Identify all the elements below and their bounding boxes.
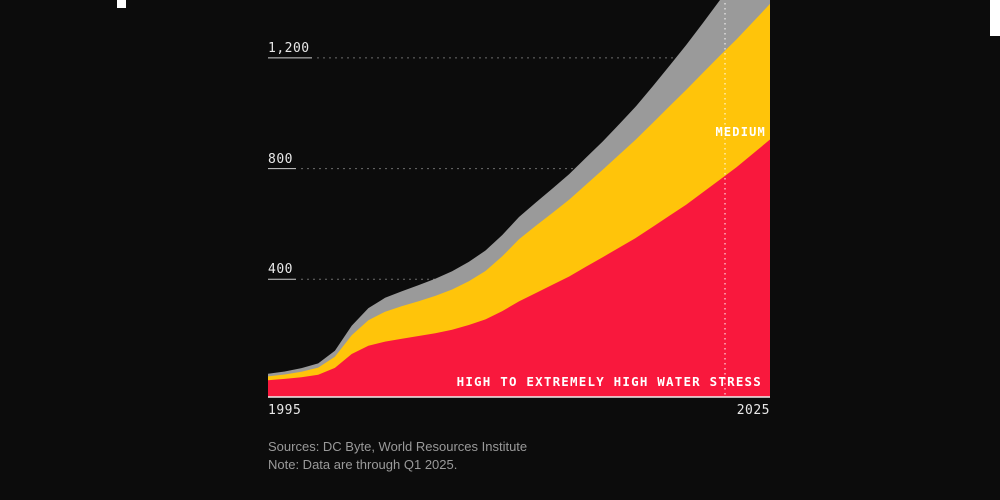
xtick-label-1995: 1995 xyxy=(268,403,302,418)
chart-footer: Sources: DC Byte, World Resources Instit… xyxy=(268,438,527,473)
xtick-label-2025: 2025 xyxy=(736,403,770,418)
series-label-high: HIGH TO EXTREMELY HIGH WATER STRESS xyxy=(456,374,762,389)
ytick-label-400: 400 xyxy=(268,262,293,277)
sources-text: Sources: DC Byte, World Resources Instit… xyxy=(268,439,528,454)
ytick-label-1200: 1,200 xyxy=(268,41,310,56)
screen-artifact-top-right xyxy=(990,0,1000,36)
series-label-medium: MEDIUM xyxy=(715,125,766,139)
area-series-0 xyxy=(268,139,770,397)
screen-artifact-top-left xyxy=(117,0,126,8)
note-text: Note: Data are through Q1 2025. xyxy=(268,456,458,472)
ytick-label-800: 800 xyxy=(268,152,293,167)
